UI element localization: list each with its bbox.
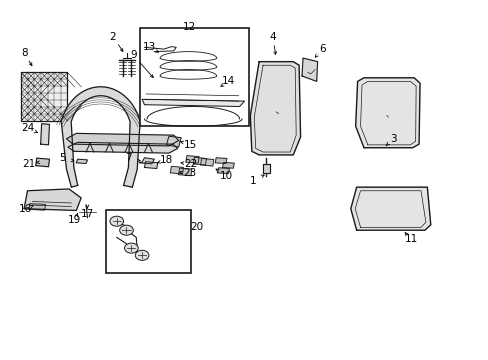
Text: 4: 4 [269, 32, 276, 41]
Polygon shape [178, 168, 191, 176]
Text: 24: 24 [21, 123, 34, 133]
Text: 7: 7 [125, 153, 131, 163]
Text: 13: 13 [143, 42, 156, 52]
Circle shape [135, 250, 149, 260]
Polygon shape [350, 187, 430, 230]
Bar [147, 78, 176, 117]
Bar [105, 211, 190, 273]
Polygon shape [68, 142, 177, 153]
Polygon shape [61, 87, 140, 187]
Polygon shape [76, 159, 87, 163]
Polygon shape [222, 162, 234, 168]
Text: 3: 3 [389, 134, 396, 144]
Text: 23: 23 [183, 168, 196, 178]
Text: 14: 14 [222, 76, 235, 86]
Text: 12: 12 [183, 22, 196, 32]
Text: 19: 19 [68, 215, 81, 225]
Text: 11: 11 [404, 234, 417, 244]
Polygon shape [263, 164, 269, 173]
Polygon shape [36, 158, 49, 167]
Polygon shape [41, 124, 49, 145]
Polygon shape [24, 189, 81, 211]
Polygon shape [170, 166, 183, 174]
Polygon shape [355, 78, 419, 148]
Text: 8: 8 [21, 48, 27, 58]
Text: 9: 9 [130, 50, 136, 60]
Polygon shape [29, 204, 45, 210]
Circle shape [110, 216, 123, 226]
Text: 5: 5 [59, 153, 65, 163]
Text: 16: 16 [19, 204, 32, 215]
Polygon shape [140, 158, 154, 164]
Text: 6: 6 [319, 44, 325, 54]
Polygon shape [250, 62, 300, 155]
Text: 22: 22 [184, 159, 197, 169]
Polygon shape [217, 168, 229, 174]
Polygon shape [185, 156, 199, 163]
Text: 10: 10 [219, 171, 232, 181]
Polygon shape [200, 158, 213, 166]
Text: 20: 20 [190, 222, 203, 232]
Polygon shape [144, 162, 158, 168]
Bar [140, 28, 249, 126]
Bar [21, 72, 67, 121]
Circle shape [120, 225, 133, 235]
Polygon shape [302, 58, 317, 81]
Text: 15: 15 [184, 140, 197, 150]
Polygon shape [215, 158, 226, 163]
Text: 21: 21 [22, 159, 36, 169]
Polygon shape [66, 134, 178, 146]
Text: 2: 2 [109, 32, 116, 41]
Circle shape [124, 243, 138, 253]
Text: 18: 18 [160, 155, 173, 165]
Text: 1: 1 [249, 176, 256, 186]
Polygon shape [166, 136, 181, 147]
Text: 17: 17 [81, 209, 94, 219]
Polygon shape [193, 157, 206, 165]
Polygon shape [142, 99, 244, 107]
